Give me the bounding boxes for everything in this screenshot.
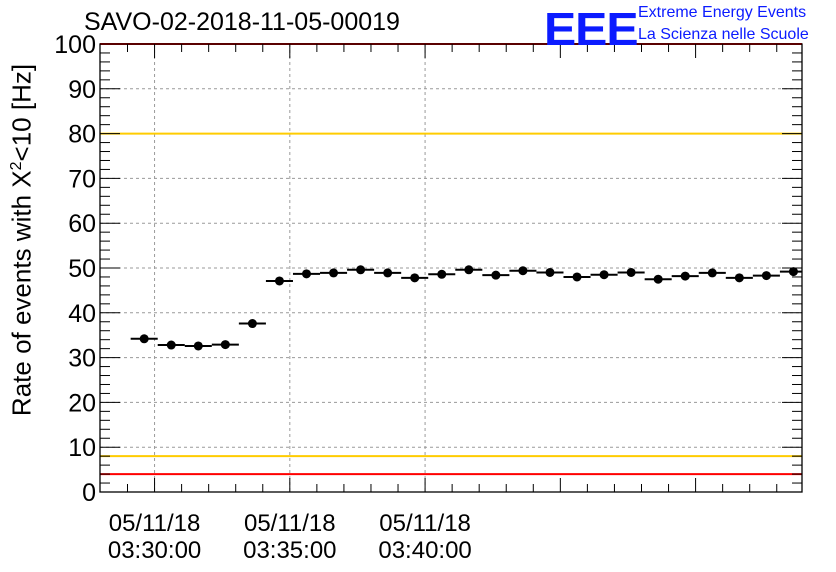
data-point [734, 273, 744, 283]
x-tick-label-time: 03:35:00 [243, 537, 336, 564]
data-points [130, 265, 802, 351]
data-point [193, 341, 203, 351]
data-point [707, 268, 717, 278]
axis-ticks [100, 43, 802, 493]
data-point [383, 268, 393, 278]
x-tick-labels: 05/11/1803:30:0005/11/1803:35:0005/11/18… [108, 510, 472, 564]
org-name: Extreme Energy Events [638, 4, 807, 21]
x-tick-label-date: 05/11/18 [109, 510, 201, 537]
x-tick-label-date: 05/11/18 [244, 510, 336, 537]
x-tick-label-date: 05/11/18 [379, 510, 471, 537]
data-point [464, 265, 474, 275]
chart-title: SAVO-02-2018-11-05-00019 [84, 8, 400, 36]
data-point [761, 271, 771, 281]
x-tick-label-time: 03:30:00 [108, 537, 201, 564]
data-point [626, 267, 636, 277]
data-point [572, 272, 582, 282]
data-point [356, 265, 366, 275]
y-tick-label: 50 [68, 255, 96, 283]
data-point [599, 270, 609, 280]
data-point [247, 319, 257, 329]
grid [100, 44, 802, 492]
y-axis-label-superscript: 2 [7, 161, 25, 171]
y-tick-label: 0 [82, 479, 96, 507]
data-point [166, 340, 176, 350]
data-point [518, 266, 528, 276]
data-point [437, 269, 447, 279]
y-tick-label: 10 [68, 434, 96, 462]
y-tick-labels: 0 10 20 30 40 50 60 70 80 90 100 [54, 31, 96, 507]
y-axis-label-prefix: Rate of events with X [6, 170, 37, 417]
y-tick-label: 60 [68, 210, 96, 238]
data-point [491, 270, 501, 280]
data-point [653, 274, 663, 284]
data-point [139, 334, 149, 344]
reference-lines [100, 43, 802, 476]
y-tick-label: 100 [54, 31, 96, 59]
y-tick-label: 70 [68, 165, 96, 193]
x-tick-label-time: 03:40:00 [378, 537, 471, 564]
y-tick-label: 90 [68, 76, 96, 104]
data-point [274, 276, 284, 286]
data-point [301, 269, 311, 279]
y-tick-label: 40 [68, 300, 96, 328]
data-point [680, 271, 690, 281]
data-point [329, 268, 339, 278]
data-point [788, 267, 798, 277]
y-tick-label: 80 [68, 121, 96, 149]
y-tick-label: 20 [68, 389, 96, 417]
data-point [410, 273, 420, 283]
y-axis-label-suffix: <10 [Hz] [6, 63, 37, 162]
data-point [545, 267, 555, 277]
org-subtitle: La Scienza nelle Scuole [638, 26, 809, 43]
eee-logo: EEE [544, 3, 639, 55]
y-tick-label: 30 [68, 345, 96, 373]
data-point [220, 340, 230, 350]
